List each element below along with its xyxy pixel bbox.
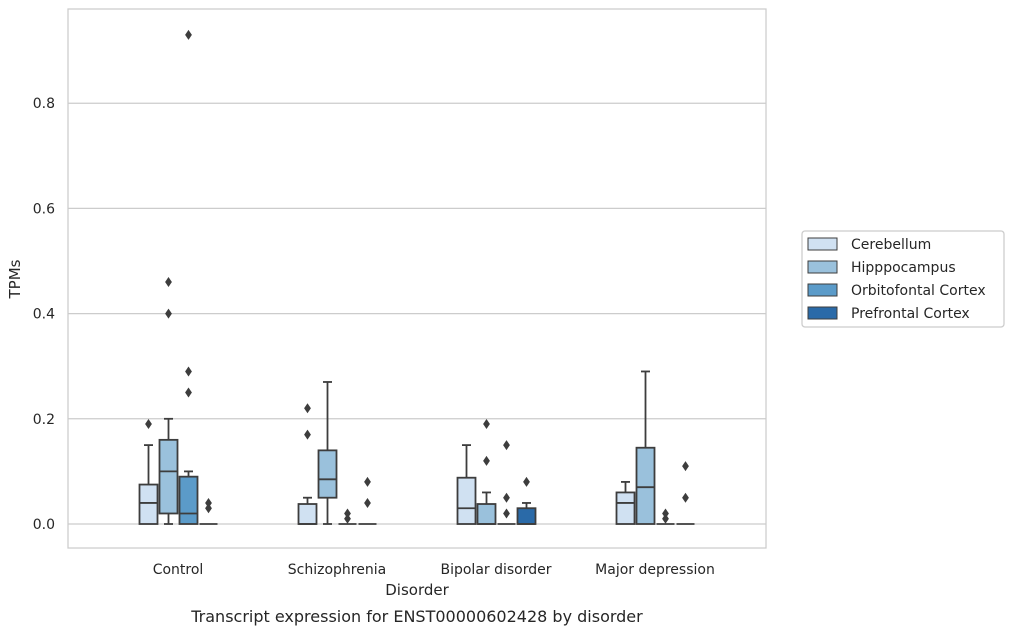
box-body	[476, 503, 497, 525]
outlier-point	[503, 440, 510, 451]
y-axis-ticks: 0.0 0.2 0.4 0.6 0.8	[33, 96, 55, 533]
box-body	[615, 491, 636, 525]
y-tick-label: 0.0	[33, 517, 55, 533]
outlier-point	[682, 461, 689, 472]
box-body	[138, 483, 159, 525]
box-cerebellum	[138, 419, 159, 525]
outlier-point	[503, 492, 510, 503]
box-hipppocampus	[635, 370, 656, 525]
outlier-point	[483, 419, 490, 430]
box-prefrontal-cortex	[516, 476, 537, 525]
outlier-point	[304, 403, 311, 414]
plot-frame	[67, 8, 767, 549]
outlier-point	[165, 277, 172, 288]
outlier-point	[185, 29, 192, 40]
outlier-point	[205, 497, 212, 508]
box-body	[158, 438, 179, 515]
box-body	[297, 503, 318, 525]
outlier-point	[185, 366, 192, 377]
outlier-point	[185, 387, 192, 398]
box-body	[178, 475, 199, 525]
box-prefrontal-cortex	[676, 461, 695, 525]
legend-label: Orbitofontal Cortex	[851, 283, 986, 299]
legend: Cerebellum Hipppocampus Orbitofontal Corte…	[801, 230, 1005, 328]
box-orbitofontal-cortex	[178, 29, 199, 525]
outlier-point	[503, 508, 510, 519]
x-tick-label: Control	[153, 562, 204, 578]
x-tick-label: Major depression	[595, 562, 715, 578]
outlier-point	[145, 419, 152, 430]
legend-frame	[801, 230, 1005, 328]
box-orbitofontal-cortex	[338, 508, 357, 525]
box-hipppocampus	[317, 381, 338, 525]
legend-label: Prefrontal Cortex	[851, 306, 970, 322]
box-body	[516, 507, 537, 525]
x-tick-label: Schizophrenia	[288, 562, 386, 578]
outlier-point	[344, 508, 351, 519]
box-body	[456, 476, 477, 525]
outlier-point	[682, 492, 689, 503]
box-orbitofontal-cortex	[656, 508, 675, 525]
legend-swatch	[807, 306, 838, 320]
outlier-point	[364, 497, 371, 508]
outlier-point	[662, 508, 669, 519]
box-body	[635, 446, 656, 525]
y-tick-label: 0.6	[33, 201, 55, 217]
box-body	[317, 449, 338, 499]
x-axis-label: Disorder	[385, 581, 449, 599]
x-axis-ticks: Control Schizophrenia Bipolar disorder Majo…	[153, 562, 715, 578]
box-hipppocampus	[158, 277, 179, 525]
chart-caption: Transcript expression for ENST0000060242…	[190, 607, 643, 626]
box-cerebellum	[615, 481, 636, 525]
legend-swatch	[807, 260, 838, 274]
legend-label: Hipppocampus	[851, 260, 956, 276]
box-cerebellum	[456, 444, 477, 525]
outlier-point	[483, 455, 490, 466]
outlier-point	[304, 429, 311, 440]
plot-area	[138, 29, 695, 525]
outlier-point	[523, 476, 530, 487]
x-tick-label: Bipolar disorder	[440, 562, 551, 578]
legend-swatch	[807, 237, 838, 251]
box-prefrontal-cortex	[199, 497, 218, 525]
y-axis-label: TPMs	[6, 259, 24, 299]
outlier-point	[662, 513, 669, 524]
box-orbitofontal-cortex	[497, 440, 516, 525]
y-tick-label: 0.2	[33, 412, 55, 428]
outlier-point	[364, 476, 371, 487]
legend-swatch	[807, 283, 838, 297]
legend-label: Cerebellum	[851, 237, 931, 253]
outlier-point	[165, 308, 172, 319]
outlier-point	[205, 503, 212, 514]
y-tick-label: 0.4	[33, 307, 55, 323]
box-prefrontal-cortex	[358, 476, 377, 525]
box-cerebellum	[297, 403, 318, 525]
y-tick-label: 0.8	[33, 96, 55, 112]
outlier-point	[344, 513, 351, 524]
box-hipppocampus	[476, 419, 497, 525]
